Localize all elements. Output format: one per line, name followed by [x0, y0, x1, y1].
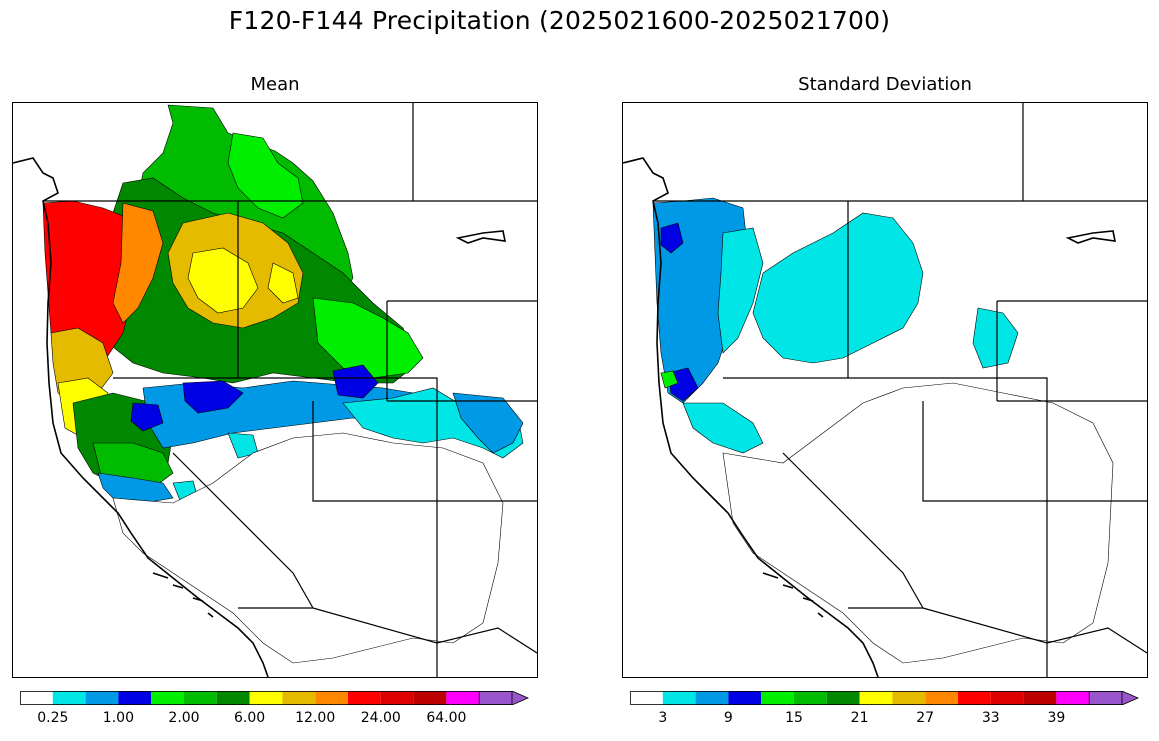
colorbar-segment	[728, 691, 762, 705]
basin-snake	[182, 380, 244, 414]
map-mean	[12, 102, 538, 678]
basin-salmon-2	[267, 262, 299, 304]
boundary-lines	[43, 103, 537, 677]
colorbar-segment	[446, 691, 480, 705]
coastline	[13, 157, 507, 677]
basin-montana	[227, 132, 304, 219]
basin-cascades	[112, 202, 164, 324]
colorbar-segment	[859, 691, 893, 705]
basin-southwest-unfilled	[112, 432, 504, 664]
colorbar-tick-label: 64.00	[426, 710, 467, 726]
colorbar-extend-arrow	[478, 690, 529, 706]
colorbar-extend-arrow	[1088, 690, 1139, 706]
colorbar-segment	[20, 691, 53, 705]
colorbar-tick-label: 1.00	[102, 710, 134, 726]
basin-montana-east	[312, 297, 424, 379]
colorbar-tick-label: 33	[981, 710, 1000, 726]
colorbar-segment	[990, 691, 1024, 705]
colorbar-tick-label: 0.25	[37, 710, 69, 726]
panel-title-mean: Mean	[250, 74, 300, 95]
colorbar-tick-label: 24.00	[360, 710, 401, 726]
colorbar-tick-label: 12.00	[295, 710, 336, 726]
std-ne-california	[660, 370, 679, 389]
colorbar-segment	[892, 691, 926, 705]
colorbar-segment	[662, 691, 696, 705]
std-interior-northwest	[752, 212, 924, 364]
std-sacramento	[682, 402, 764, 454]
colorbar-segment	[695, 691, 729, 705]
map-mean-svg	[13, 103, 537, 677]
colorbar-tick-label: 15	[785, 710, 803, 726]
std-boundary-lines	[653, 103, 1147, 677]
basin-fill-layer	[42, 104, 524, 664]
colorbar-outline	[20, 691, 513, 705]
std-idaho-east	[972, 307, 1019, 369]
colorbar-tick-label: 27	[916, 710, 935, 726]
std-coastline	[623, 157, 1117, 677]
colorbar-tick-label: 2.00	[168, 710, 200, 726]
colorbar-segment	[151, 691, 184, 705]
std-olympic	[660, 222, 684, 254]
colorbar-segment	[85, 691, 119, 705]
colorbar-segment	[249, 691, 283, 705]
basin-bear	[130, 402, 164, 432]
colorbar-tick-label: 9	[723, 710, 733, 726]
colorbar-segment	[184, 691, 217, 705]
colorbar-segment	[380, 691, 414, 705]
colorbar-segment	[925, 691, 958, 705]
figure-title: F120-F144 Precipitation (2025021600-2025…	[228, 6, 891, 35]
std-southwest-unfilled	[722, 382, 1114, 664]
panel-title-std: Standard Deviation	[798, 74, 972, 95]
colorbar-segment	[118, 691, 152, 705]
std-fill-layer	[652, 197, 1114, 664]
colorbar-segment	[348, 691, 381, 705]
colorbar-std-svg	[630, 690, 1139, 706]
colorbar-tick-label: 3	[658, 710, 668, 726]
colorbar-outline	[630, 691, 1123, 705]
colorbar-segment	[630, 691, 663, 705]
colorbar-segment	[1056, 691, 1090, 705]
basin-green-river	[452, 392, 524, 454]
colorbar-segment	[216, 691, 250, 705]
colorbar-tick-label: 6.00	[234, 710, 266, 726]
colorbar-segment	[1023, 691, 1057, 705]
colorbar-segment	[794, 691, 827, 705]
colorbar-tick-label: 39	[1047, 710, 1066, 726]
colorbar-segment	[315, 691, 348, 705]
std-cascades	[717, 227, 764, 354]
colorbar-tick-label: 21	[850, 710, 869, 726]
map-std	[622, 102, 1148, 678]
colorbar-mean-svg	[20, 690, 529, 706]
map-std-svg	[623, 103, 1147, 677]
colorbar-segment	[958, 691, 991, 705]
colorbar-segment	[826, 691, 860, 705]
basin-snake-2	[332, 364, 379, 399]
colorbar-mean	[20, 690, 530, 706]
colorbar-segment	[282, 691, 316, 705]
basin-coastal-ca	[97, 472, 174, 504]
colorbar-segment	[761, 691, 794, 705]
basin-salmon	[187, 247, 259, 314]
colorbar-segment	[413, 691, 447, 705]
colorbar-std	[630, 690, 1140, 706]
colorbar-segment	[52, 691, 86, 705]
